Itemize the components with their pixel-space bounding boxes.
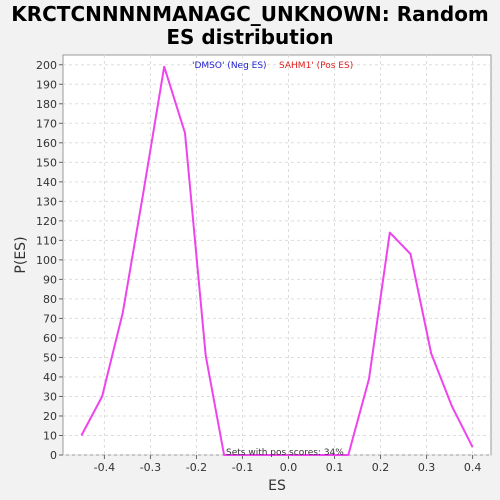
axes — [59, 64, 474, 459]
y-tick-label: 70 — [43, 312, 57, 325]
x-tick-label: 0.4 — [464, 461, 482, 474]
y-tick-label: 150 — [36, 156, 57, 169]
y-tick-label: 40 — [43, 371, 57, 384]
y-tick-label: 60 — [43, 332, 57, 345]
x-tick-label: 0.3 — [418, 461, 436, 474]
chart-title-line-1: KRCTCNNNNMANAGC_UNKNOWN: Random — [11, 2, 489, 26]
x-tick-label: 0.0 — [280, 461, 298, 474]
y-tick-label: 170 — [36, 117, 57, 130]
y-tick-label: 10 — [43, 429, 57, 442]
x-tick-label: -0.2 — [186, 461, 207, 474]
legend-entry-neg: 'DMSO' (Neg ES) — [192, 61, 267, 71]
y-tick-label: 200 — [36, 59, 57, 72]
x-tick-label: -0.1 — [232, 461, 253, 474]
y-tick-label: 100 — [36, 254, 57, 267]
x-tick-label: 0.1 — [326, 461, 344, 474]
y-tick-label: 110 — [36, 234, 57, 247]
x-tick-labels: -0.4 -0.3 -0.2 -0.1 0.0 0.1 0.2 0.3 0.4 — [94, 461, 482, 474]
x-tick-label: -0.4 — [94, 461, 115, 474]
series-group — [80, 65, 474, 456]
chart-title-line-2: ES distribution — [166, 25, 333, 49]
y-tick-label: 30 — [43, 390, 57, 403]
y-tick-label: 80 — [43, 293, 57, 306]
x-axis-label: ES — [268, 478, 286, 494]
y-tick-label: 180 — [36, 98, 57, 111]
grid — [63, 55, 491, 456]
pos-scores-annotation: Sets with pos scores: 34% — [226, 448, 344, 458]
x-tick-label: 0.2 — [372, 461, 390, 474]
y-tick-label: 130 — [36, 195, 57, 208]
y-tick-label: 90 — [43, 273, 57, 286]
y-tick-label: 190 — [36, 78, 57, 91]
y-tick-label: 0 — [50, 449, 57, 462]
y-axis-label: P(ES) — [13, 236, 29, 273]
y-tick-label: 140 — [36, 176, 57, 189]
x-tick-label: -0.3 — [140, 461, 161, 474]
y-tick-labels: 0 10 20 30 40 50 60 70 80 90 100 110 120 130 140 150 160… — [36, 59, 57, 462]
y-tick-label: 50 — [43, 351, 57, 364]
y-tick-label: 120 — [36, 215, 57, 228]
legend-entry-pos: SAHM1' (Pos ES) — [279, 61, 353, 71]
y-tick-label: 20 — [43, 410, 57, 423]
y-tick-label: 160 — [36, 137, 57, 150]
es-distribution-line — [80, 65, 474, 456]
plot-area — [62, 54, 492, 456]
